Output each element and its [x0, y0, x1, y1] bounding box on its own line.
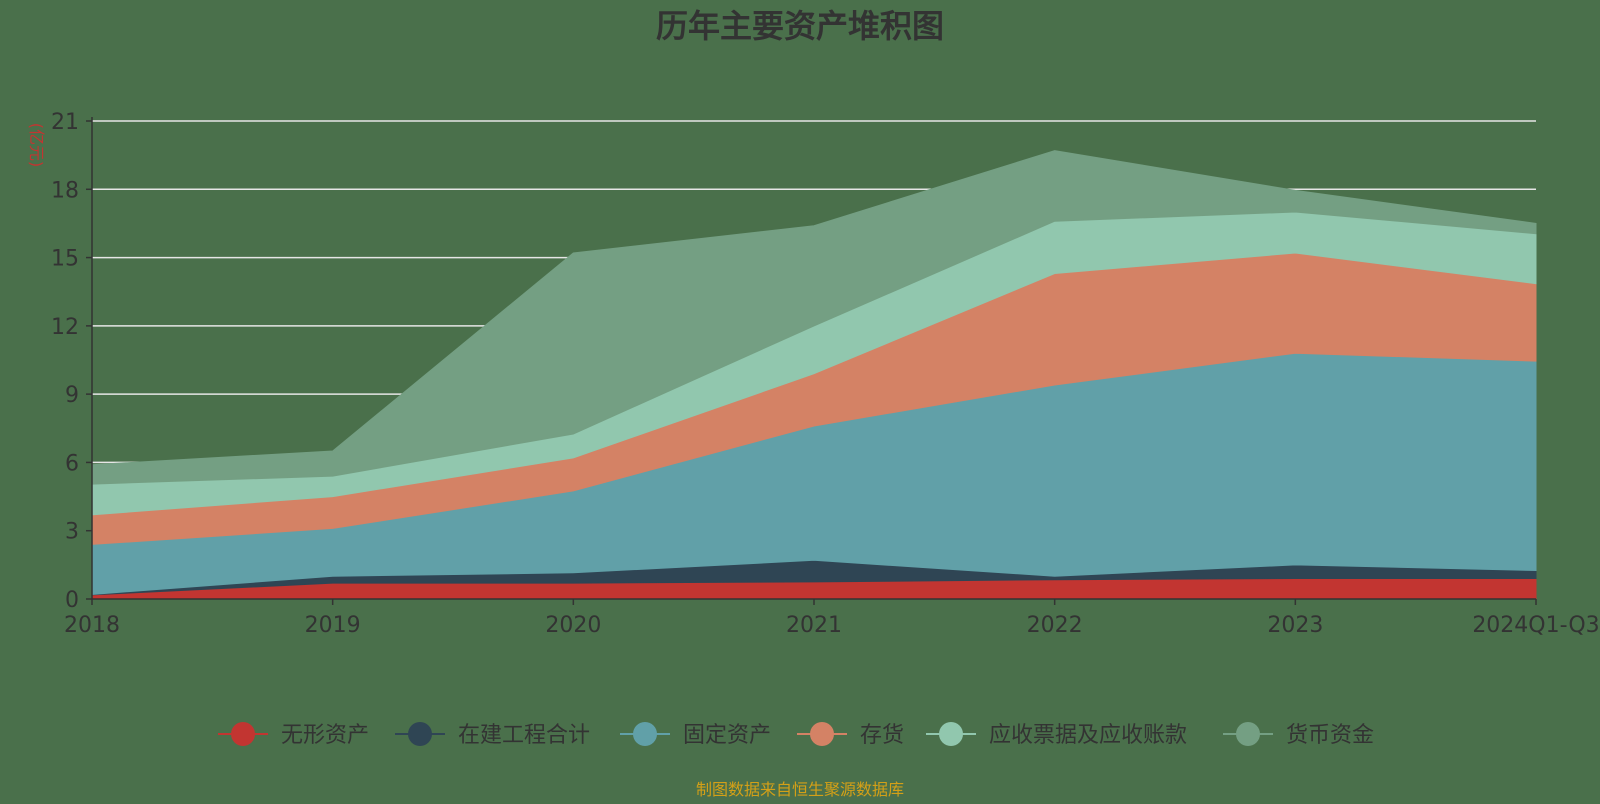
area-series-layer	[91, 150, 1537, 600]
y-axis-unit-label: (亿元)	[27, 123, 46, 168]
area-series-6	[91, 150, 1537, 485]
legend-label: 应收票据及应收账款	[989, 723, 1187, 748]
y-tick-label: 21	[51, 110, 79, 135]
x-tick-label: 2020	[545, 613, 601, 638]
legend-item-4[interactable]: 存货	[797, 722, 904, 748]
legend-label: 货币资金	[1286, 723, 1374, 748]
y-tick-label: 0	[65, 588, 79, 613]
axes: 0 3 6 9 12 15 18 21 2018 2019 2020 2021 2022 2023 2024…	[51, 110, 1600, 638]
legend-label: 无形资产	[281, 723, 369, 748]
y-tick-label: 18	[51, 178, 79, 203]
data-source-footer: 制图数据来自恒生聚源数据库	[696, 780, 904, 799]
legend-marker-icon	[1236, 722, 1260, 746]
legend-item-1[interactable]: 无形资产	[218, 722, 369, 748]
x-tick-label: 2021	[786, 613, 842, 638]
y-tick-label: 3	[65, 520, 79, 545]
y-tick-label: 12	[51, 315, 79, 340]
legend-marker-icon	[939, 722, 963, 746]
chart-title: 历年主要资产堆积图	[656, 7, 944, 45]
y-tick-label: 6	[65, 451, 79, 476]
legend-item-6[interactable]: 货币资金	[1223, 722, 1374, 748]
legend-item-2[interactable]: 在建工程合计	[395, 722, 590, 748]
y-tick-label: 9	[65, 383, 79, 408]
legend-marker-icon	[231, 722, 255, 746]
legend: 无形资产 在建工程合计 固定资产 存货 应收票据及应收账款 货币资金	[218, 722, 1374, 748]
legend-label: 存货	[860, 723, 904, 748]
y-tick-label: 15	[51, 247, 79, 272]
legend-marker-icon	[633, 722, 657, 746]
x-tick-label: 2019	[305, 613, 361, 638]
legend-item-5[interactable]: 应收票据及应收账款	[926, 722, 1187, 748]
x-tick-label: 2022	[1027, 613, 1083, 638]
legend-label: 在建工程合计	[458, 723, 590, 748]
x-tick-label: 2018	[64, 613, 120, 638]
legend-item-3[interactable]: 固定资产	[620, 722, 771, 748]
x-tick-label: 2024Q1-Q3	[1472, 613, 1599, 638]
legend-marker-icon	[408, 722, 432, 746]
x-tick-label: 2023	[1267, 613, 1323, 638]
legend-label: 固定资产	[683, 723, 771, 748]
legend-marker-icon	[810, 722, 834, 746]
